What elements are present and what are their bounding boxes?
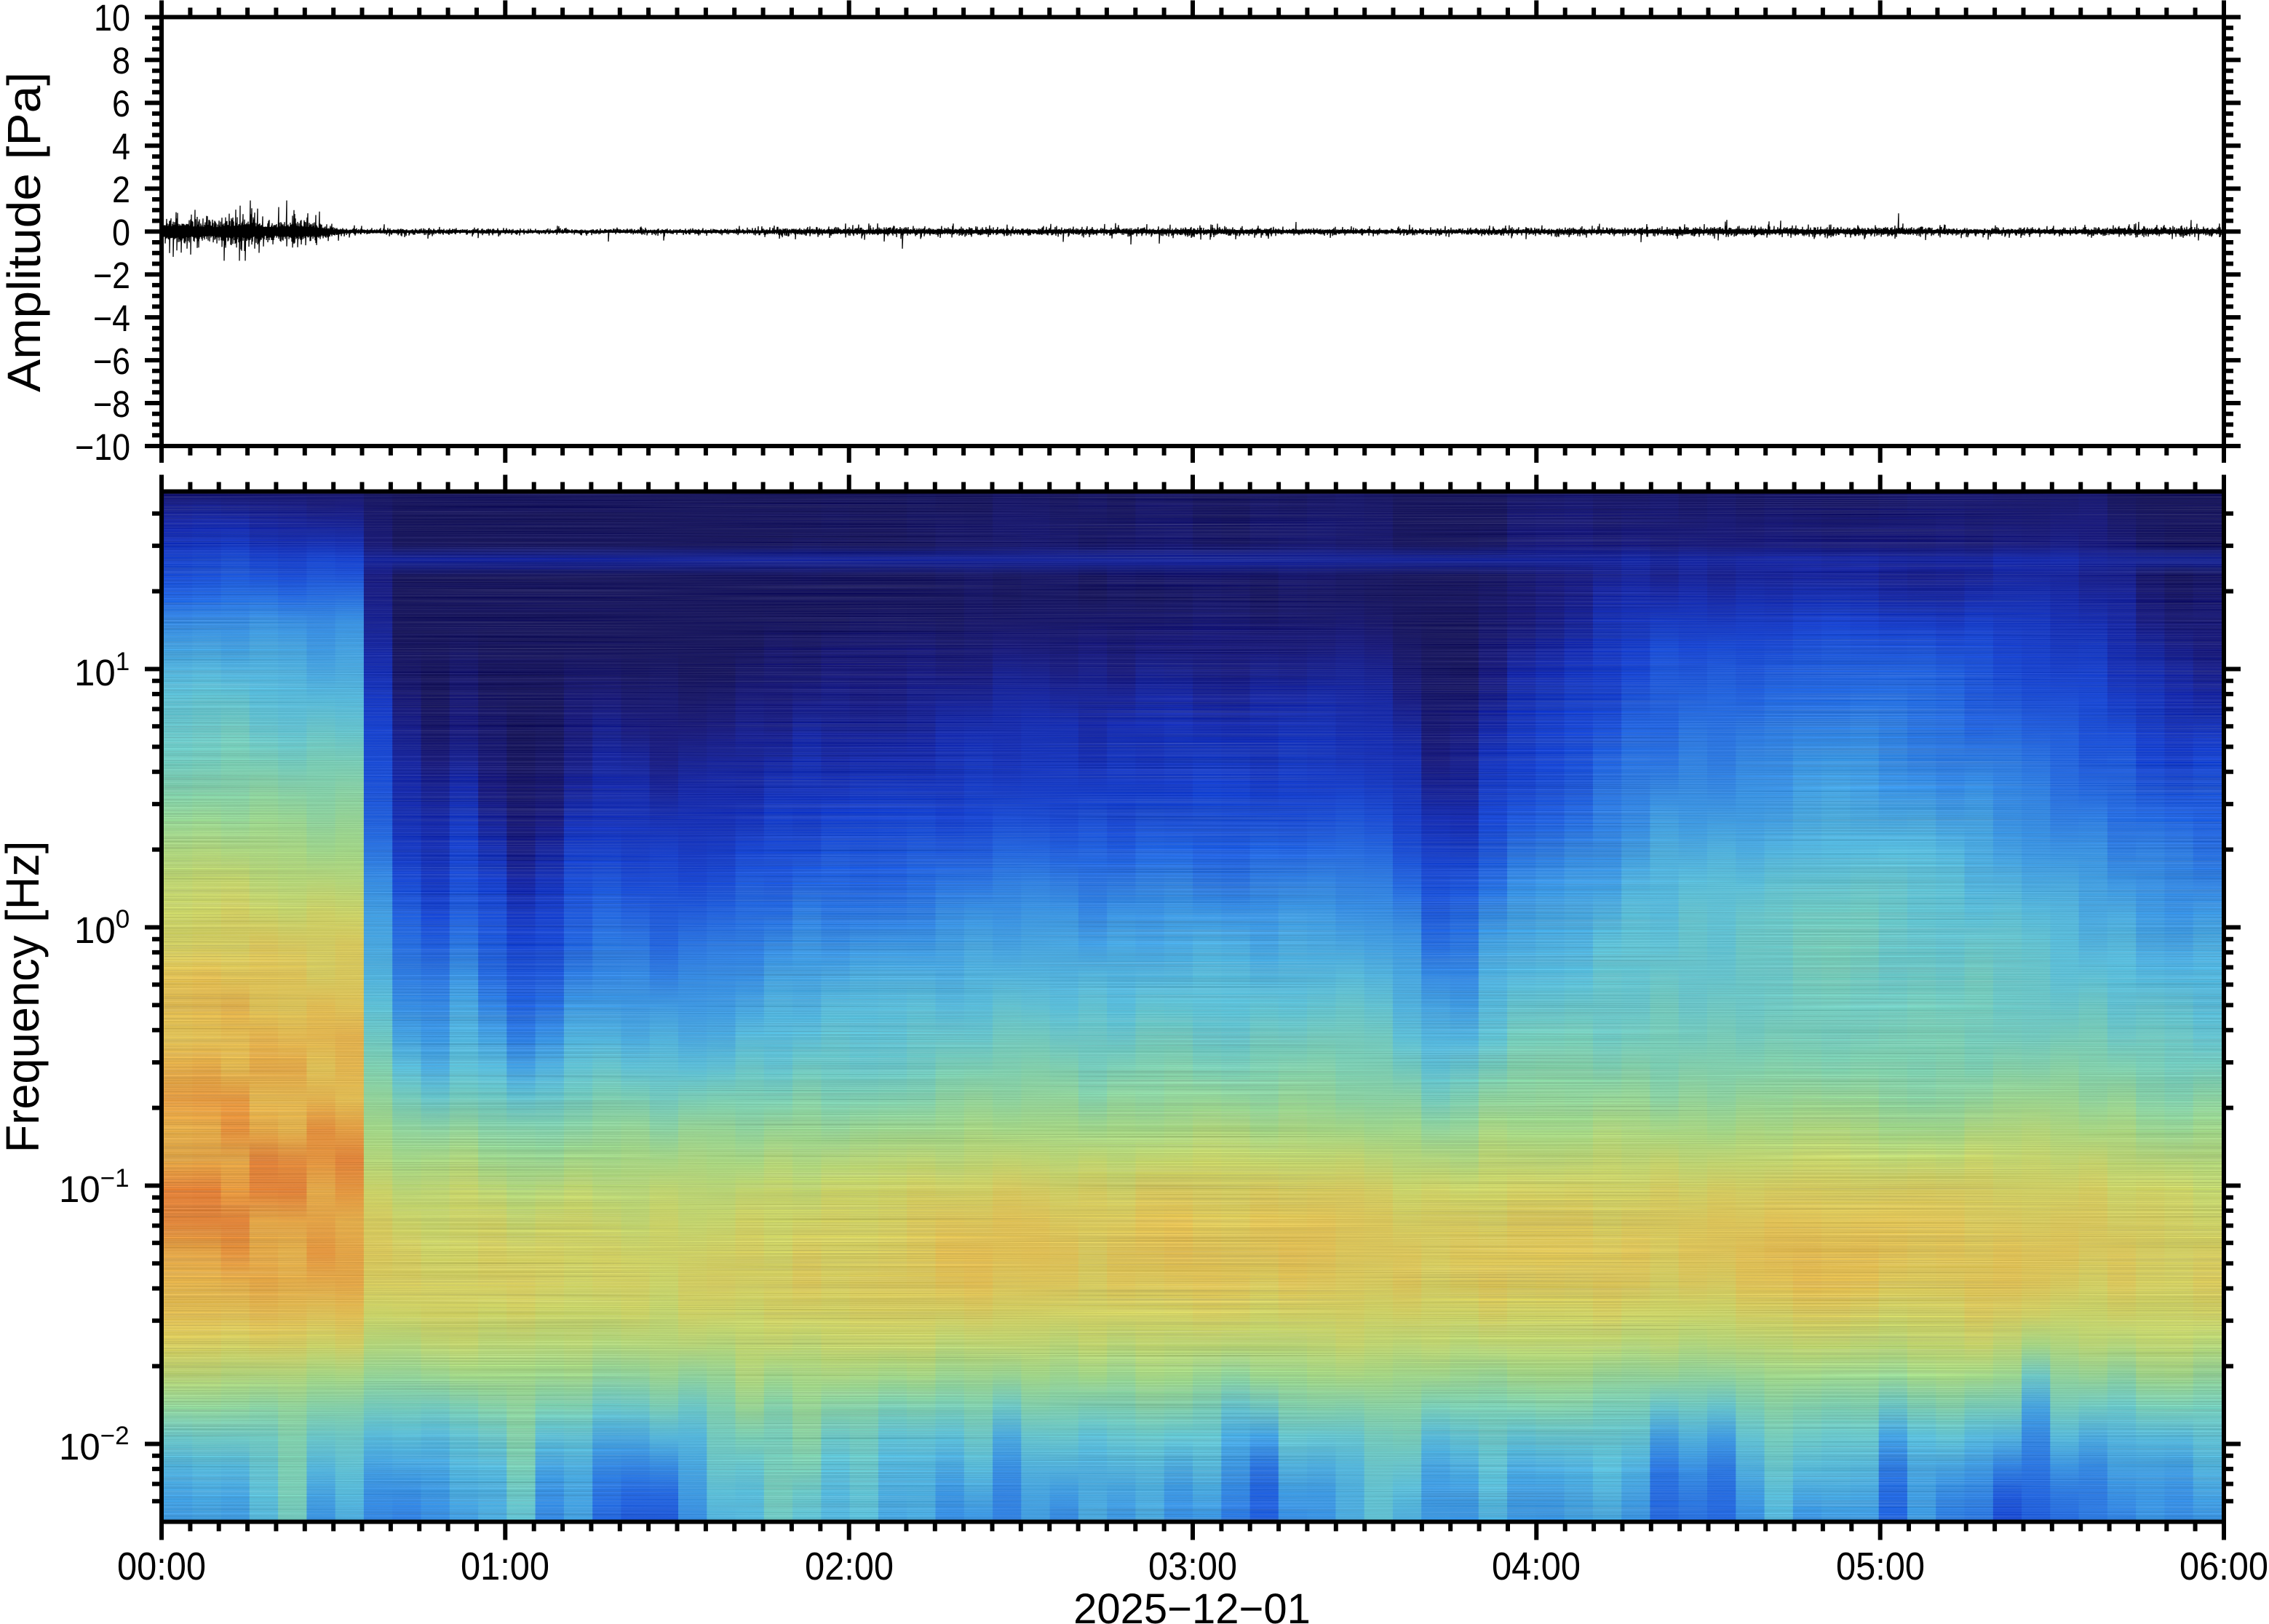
svg-text:−10: −10 bbox=[75, 426, 130, 468]
svg-text:−8: −8 bbox=[93, 383, 130, 425]
svg-text:6: 6 bbox=[112, 83, 130, 124]
svg-text:−6: −6 bbox=[93, 341, 130, 382]
svg-text:06:00: 06:00 bbox=[2179, 1545, 2268, 1588]
svg-text:01:00: 01:00 bbox=[461, 1545, 549, 1588]
svg-text:05:00: 05:00 bbox=[1836, 1545, 1925, 1588]
svg-text:100: 100 bbox=[74, 905, 130, 951]
svg-text:−2: −2 bbox=[93, 255, 130, 296]
svg-text:04:00: 04:00 bbox=[1492, 1545, 1581, 1588]
svg-text:8: 8 bbox=[112, 40, 130, 81]
svg-text:02:00: 02:00 bbox=[805, 1545, 894, 1588]
svg-text:2025−12−01: 2025−12−01 bbox=[1073, 1585, 1311, 1624]
svg-text:4: 4 bbox=[112, 126, 130, 167]
svg-text:Amplitude [Pa]: Amplitude [Pa] bbox=[0, 72, 50, 392]
svg-text:10: 10 bbox=[94, 0, 130, 39]
svg-text:0: 0 bbox=[112, 212, 130, 253]
svg-text:00:00: 00:00 bbox=[117, 1545, 206, 1588]
svg-text:2: 2 bbox=[112, 169, 130, 210]
svg-text:Frequency [Hz]: Frequency [Hz] bbox=[0, 841, 49, 1153]
svg-text:−4: −4 bbox=[93, 298, 130, 339]
svg-text:03:00: 03:00 bbox=[1148, 1545, 1237, 1588]
